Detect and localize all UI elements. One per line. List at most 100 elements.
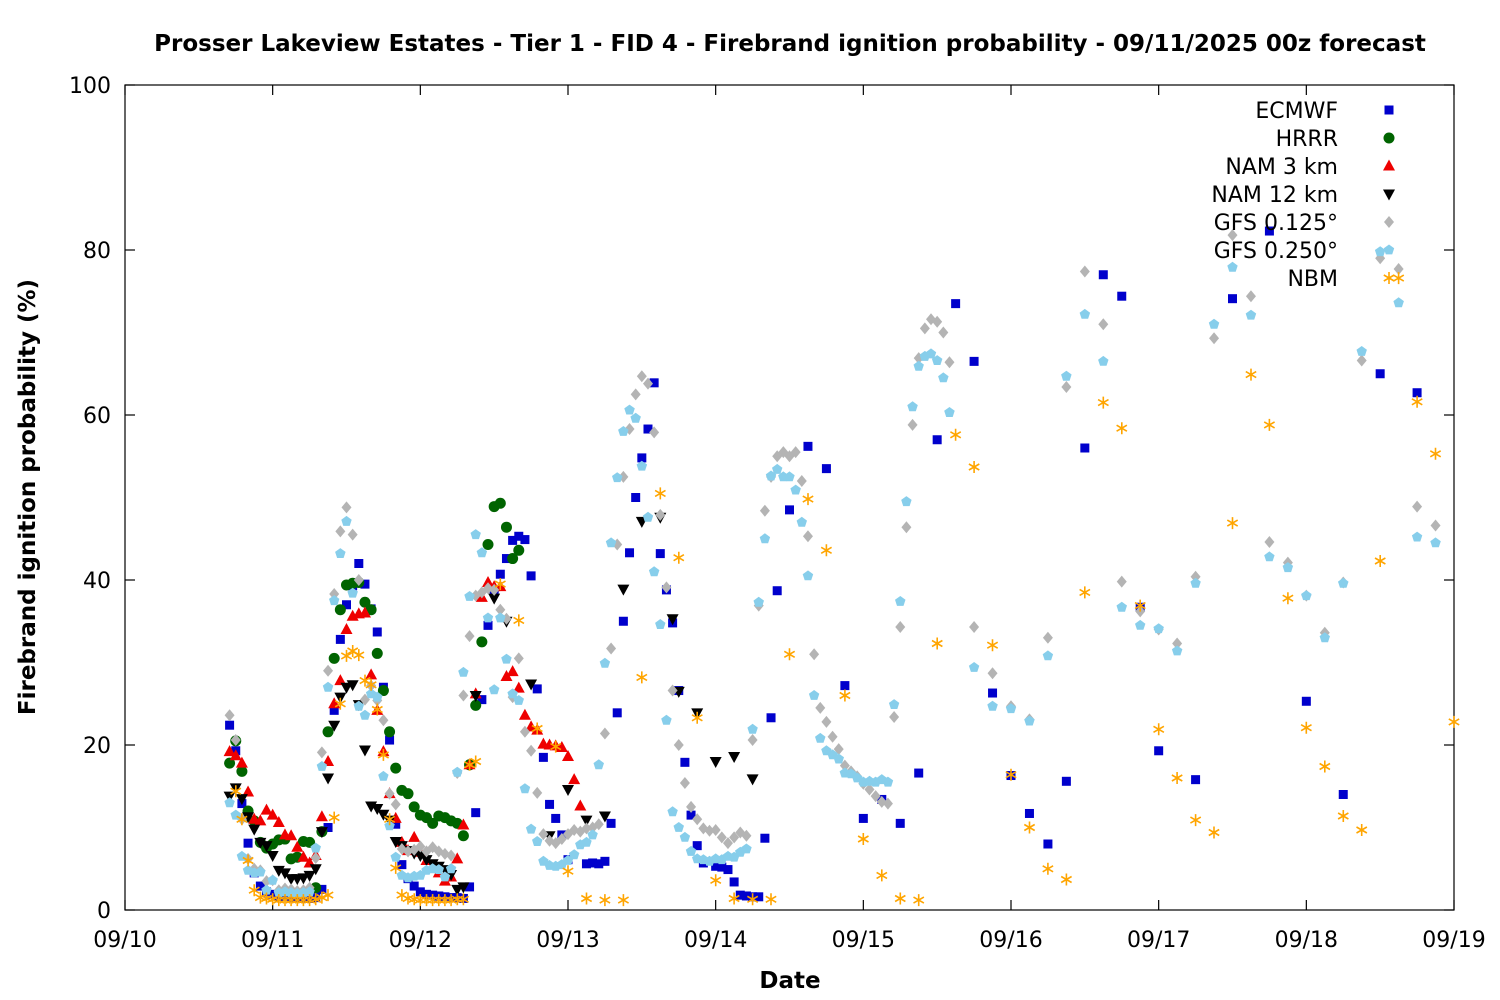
data-point — [661, 581, 672, 594]
data-point — [631, 493, 641, 502]
data-point — [673, 822, 684, 832]
data-point — [617, 584, 630, 596]
data-point — [667, 684, 678, 697]
data-point — [513, 614, 525, 627]
data-point — [728, 752, 741, 764]
data-point — [506, 665, 519, 677]
data-point — [512, 681, 525, 693]
data-point — [1356, 346, 1367, 356]
data-point — [729, 831, 740, 844]
data-point — [1338, 577, 1349, 588]
data-point — [1356, 824, 1368, 836]
data-point — [532, 836, 543, 846]
data-point — [272, 816, 285, 828]
chart-title: Prosser Lakeview Estates - Tier 1 - FID … — [154, 31, 1426, 57]
data-point — [790, 484, 801, 495]
data-point — [365, 678, 377, 691]
data-point — [433, 864, 444, 874]
data-point — [477, 695, 487, 705]
data-point — [655, 508, 666, 521]
data-point — [969, 356, 979, 366]
data-point — [378, 714, 389, 727]
data-point — [482, 575, 495, 587]
data-point — [741, 829, 752, 842]
data-point — [495, 569, 505, 579]
data-point — [518, 708, 531, 720]
data-point — [759, 504, 770, 517]
data-point — [710, 874, 722, 887]
data-point — [839, 689, 851, 702]
data-point — [1154, 746, 1164, 756]
data-point — [1448, 715, 1460, 728]
data-point — [224, 797, 235, 808]
data-point — [471, 808, 481, 818]
data-point — [371, 804, 384, 816]
data-point — [1079, 586, 1091, 599]
data-point — [353, 700, 364, 711]
data-point — [901, 496, 912, 507]
data-point — [243, 838, 253, 848]
data-point — [882, 797, 893, 810]
legend-marker — [1383, 159, 1395, 171]
y-tick-label: 100 — [69, 74, 111, 99]
x-tick-label: 09/10 — [93, 928, 156, 953]
data-point — [821, 464, 831, 474]
data-point — [1043, 839, 1053, 849]
data-point — [358, 606, 371, 618]
data-point — [1208, 318, 1220, 329]
data-point — [944, 407, 955, 417]
data-point — [525, 720, 538, 732]
data-point — [1098, 318, 1109, 331]
data-point — [451, 852, 464, 864]
data-point — [267, 874, 278, 885]
data-point — [340, 682, 353, 694]
data-point — [520, 535, 530, 545]
data-point — [1097, 396, 1109, 409]
data-point — [538, 752, 548, 762]
data-point — [679, 831, 691, 842]
data-point — [329, 595, 340, 606]
data-point — [1226, 517, 1239, 530]
data-point — [599, 727, 610, 740]
data-point — [464, 630, 475, 643]
data-point — [1135, 619, 1146, 630]
data-point — [599, 657, 611, 668]
x-tick-label: 09/11 — [241, 928, 304, 953]
data-point — [464, 591, 475, 601]
data-point — [913, 894, 925, 907]
data-point — [667, 806, 678, 817]
data-point — [759, 533, 771, 544]
data-point — [870, 790, 881, 803]
data-point — [1227, 261, 1238, 272]
data-point — [988, 688, 998, 698]
data-point — [291, 840, 304, 852]
data-point — [1171, 772, 1183, 784]
data-point — [938, 372, 949, 383]
data-point — [378, 770, 389, 781]
data-point — [513, 695, 524, 705]
data-point — [796, 475, 807, 487]
data-point — [1024, 715, 1035, 726]
legend-label: HRRR — [1276, 127, 1338, 152]
data-point — [551, 813, 561, 823]
data-point — [260, 841, 273, 853]
data-point — [261, 884, 272, 895]
data-point — [322, 773, 335, 785]
data-point — [686, 800, 697, 813]
data-point — [1282, 592, 1294, 605]
data-point — [1264, 551, 1275, 562]
series-gfs-0-250- — [224, 246, 1441, 898]
data-point — [686, 810, 696, 820]
data-point — [606, 818, 616, 828]
data-point — [648, 566, 660, 577]
data-point — [895, 818, 905, 828]
data-point — [316, 761, 328, 771]
data-point — [717, 862, 727, 872]
data-point — [760, 833, 770, 843]
data-point — [815, 732, 826, 743]
data-point — [358, 745, 371, 757]
data-point — [556, 833, 567, 846]
data-point — [593, 759, 604, 770]
data-point — [1228, 294, 1237, 304]
